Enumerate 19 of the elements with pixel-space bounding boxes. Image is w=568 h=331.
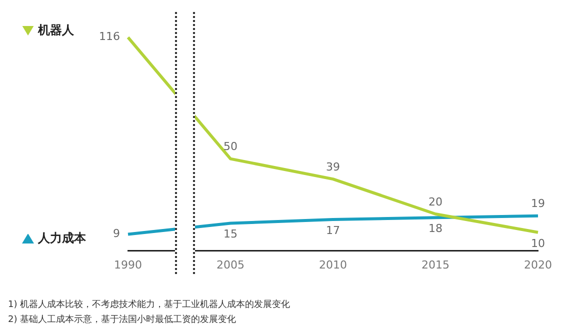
data-label: 39 <box>326 160 340 174</box>
data-label: 50 <box>224 140 238 154</box>
data-label: 15 <box>224 228 238 241</box>
legend-label: 机器人 <box>38 22 74 39</box>
x-tick-label: 2015 <box>422 258 450 272</box>
x-tick-label: 1990 <box>114 258 142 272</box>
x-tick-label: 2020 <box>524 258 552 272</box>
data-label: 18 <box>428 222 442 236</box>
data-label: 19 <box>531 197 546 210</box>
data-label: 116 <box>99 30 120 44</box>
data-label: 20 <box>428 195 442 208</box>
text: 1) 机器人成本比较，不考虑技术能力，基于工业机器人成本的发展变化 <box>8 298 292 312</box>
x-tick-label: 2010 <box>319 258 347 272</box>
text: 2) 基础人工成本示意，基于法国小时最低工资的发展变化 <box>8 314 238 327</box>
data-label: 10 <box>531 236 546 250</box>
data-label: 9 <box>113 227 120 240</box>
data-label: 17 <box>326 224 340 237</box>
legend-label: 人力成本 <box>38 230 86 247</box>
x-tick-label: 2005 <box>216 258 244 272</box>
